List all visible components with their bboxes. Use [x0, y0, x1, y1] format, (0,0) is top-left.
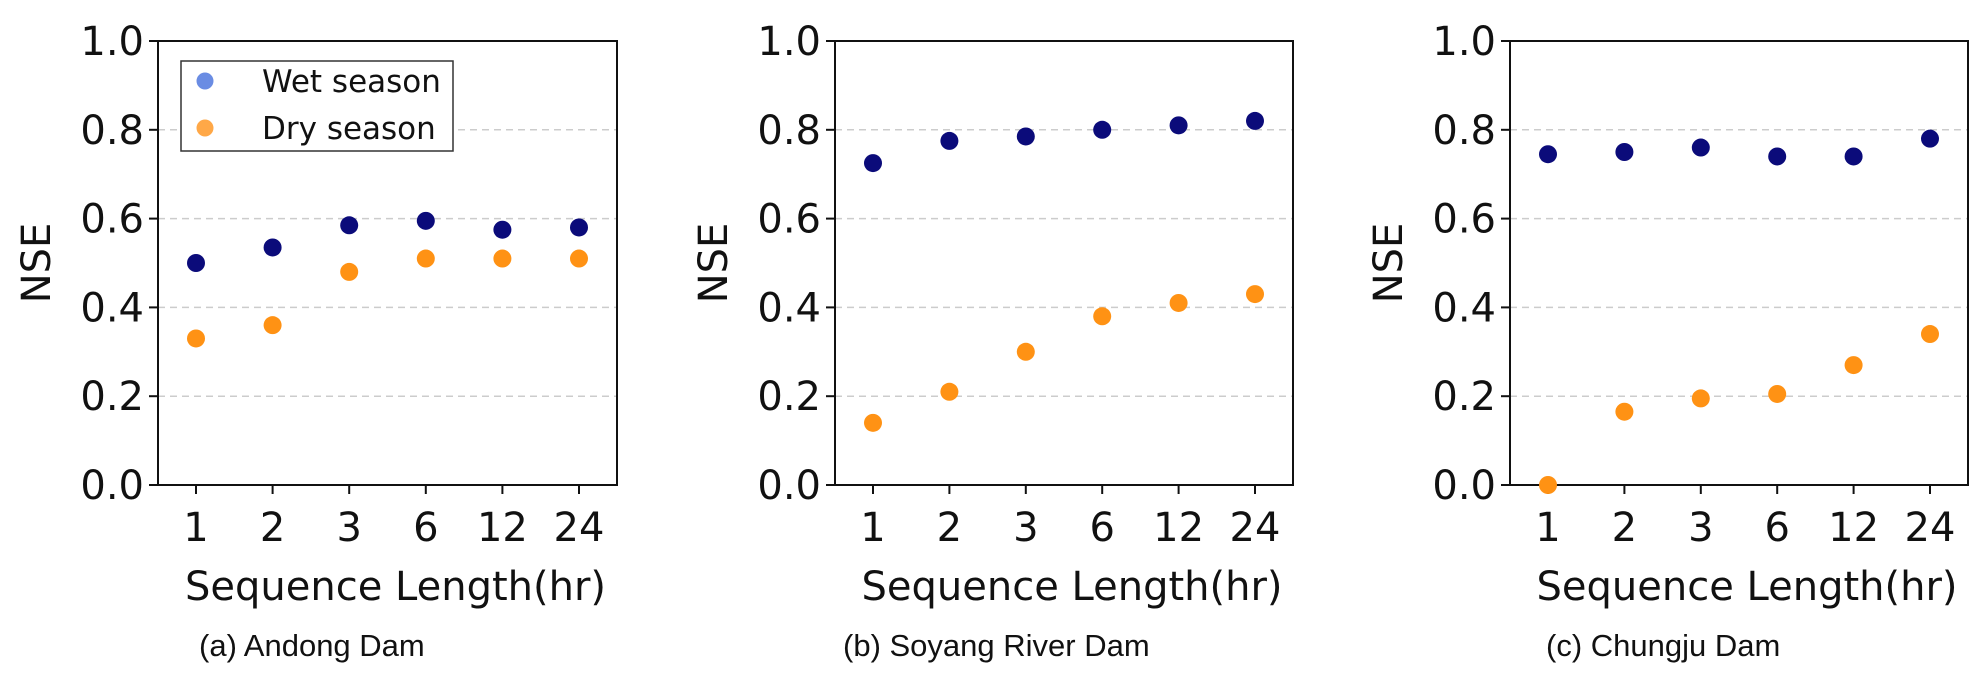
- wet-season-point: [1539, 145, 1557, 164]
- y-tick-label: 0.6: [80, 197, 144, 243]
- x-tick-label: 12: [1828, 505, 1879, 551]
- dry-season-point: [1691, 389, 1710, 408]
- dry-season-point: [570, 249, 588, 268]
- wet-season-point: [493, 220, 512, 239]
- y-tick-label: 0.4: [757, 285, 821, 331]
- dry-season-point: [1844, 356, 1863, 375]
- wet-season-point: [1246, 111, 1264, 130]
- plot-frame: [1509, 40, 1969, 486]
- plot-frame: [834, 40, 1294, 486]
- x-axis-label: Sequence Length(hr): [185, 564, 606, 610]
- wet-season-point: [1169, 116, 1188, 135]
- wet-season-point: [940, 131, 959, 150]
- wet-season-point: [1768, 147, 1787, 166]
- y-tick-label: 0.8: [80, 108, 144, 154]
- legend: Wet season Dry season: [180, 60, 454, 152]
- y-tick-label: 0.2: [80, 374, 144, 420]
- dry-season-point: [1093, 307, 1112, 326]
- wet-season-point: [1691, 138, 1710, 157]
- x-tick-label: 2: [937, 505, 962, 551]
- x-tick-label: 6: [1089, 505, 1114, 551]
- x-tick-label: 12: [477, 505, 528, 551]
- y-tick-label: 0.2: [1432, 374, 1496, 420]
- dry-season-point: [263, 316, 282, 335]
- x-tick-label: 6: [1764, 505, 1789, 551]
- wet-season-point: [263, 238, 282, 257]
- y-tick-label: 1.0: [80, 19, 144, 65]
- y-tick-label: 0.0: [757, 463, 821, 509]
- x-tick-label: 1: [1535, 505, 1560, 551]
- x-tick-label: 3: [1013, 505, 1038, 551]
- x-tick-label: 12: [1153, 505, 1204, 551]
- y-tick-label: 1.0: [1432, 19, 1496, 65]
- dry-season-point: [1246, 285, 1264, 304]
- x-tick-label: 3: [1688, 505, 1713, 551]
- legend-entry-label: Wet season: [262, 64, 441, 100]
- y-tick-label: 0.0: [80, 463, 144, 509]
- x-tick-label: 3: [336, 505, 361, 551]
- panel-caption: (a) Andong Dam: [199, 628, 425, 663]
- x-tick-label: 6: [413, 505, 438, 551]
- legend-entry-label: Dry season: [262, 111, 436, 147]
- x-tick-label: 24: [554, 505, 605, 551]
- dry-season-point: [1016, 342, 1035, 361]
- wet-season-point: [1016, 127, 1035, 146]
- y-tick-label: 1.0: [757, 19, 821, 65]
- y-tick-label: 0.0: [1432, 463, 1496, 509]
- dry-season-point: [1768, 384, 1787, 403]
- panel-caption: (c) Chungju Dam: [1546, 628, 1780, 663]
- legend-box: [180, 60, 454, 152]
- y-tick-label: 0.8: [1432, 108, 1496, 154]
- dry-season-point: [1539, 476, 1557, 494]
- x-axis-label: Sequence Length(hr): [862, 564, 1283, 610]
- legend-wet-marker: [196, 72, 214, 90]
- x-tick-label: 24: [1230, 505, 1281, 551]
- x-tick-label: 1: [183, 505, 208, 551]
- dry-season-point: [416, 249, 435, 268]
- wet-season-point: [1921, 129, 1939, 148]
- y-tick-label: 0.6: [757, 197, 821, 243]
- y-tick-label: 0.8: [757, 108, 821, 154]
- y-tick-label: 0.4: [1432, 285, 1496, 331]
- dry-season-point: [1921, 325, 1939, 344]
- y-axis-label: NSE: [1366, 223, 1412, 304]
- x-axis-label: Sequence Length(hr): [1537, 564, 1958, 610]
- wet-season-point: [187, 254, 205, 272]
- x-tick-label: 1: [860, 505, 885, 551]
- x-tick-label: 24: [1905, 505, 1956, 551]
- y-tick-label: 0.2: [757, 374, 821, 420]
- panel-caption: (b) Soyang River Dam: [843, 628, 1150, 663]
- wet-season-point: [1615, 143, 1634, 161]
- dry-season-point: [864, 413, 882, 432]
- wet-season-point: [864, 154, 882, 173]
- dry-season-point: [493, 249, 512, 268]
- x-tick-label: 2: [260, 505, 285, 551]
- x-tick-label: 2: [1612, 505, 1637, 551]
- dry-season-point: [940, 382, 959, 401]
- y-tick-label: 0.6: [1432, 197, 1496, 243]
- wet-season-point: [1844, 147, 1863, 166]
- wet-season-point: [1093, 120, 1112, 139]
- dry-season-point: [340, 262, 359, 281]
- y-axis-label: NSE: [14, 223, 60, 304]
- dry-season-point: [1615, 402, 1634, 421]
- y-axis-label: NSE: [691, 223, 737, 304]
- dry-season-point: [187, 329, 205, 348]
- wet-season-point: [340, 216, 359, 235]
- plot-frame: [157, 40, 618, 486]
- wet-season-point: [416, 211, 435, 230]
- legend-dry-marker: [196, 119, 214, 137]
- wet-season-point: [570, 218, 588, 237]
- y-tick-label: 0.4: [80, 285, 144, 331]
- dry-season-point: [1169, 293, 1188, 312]
